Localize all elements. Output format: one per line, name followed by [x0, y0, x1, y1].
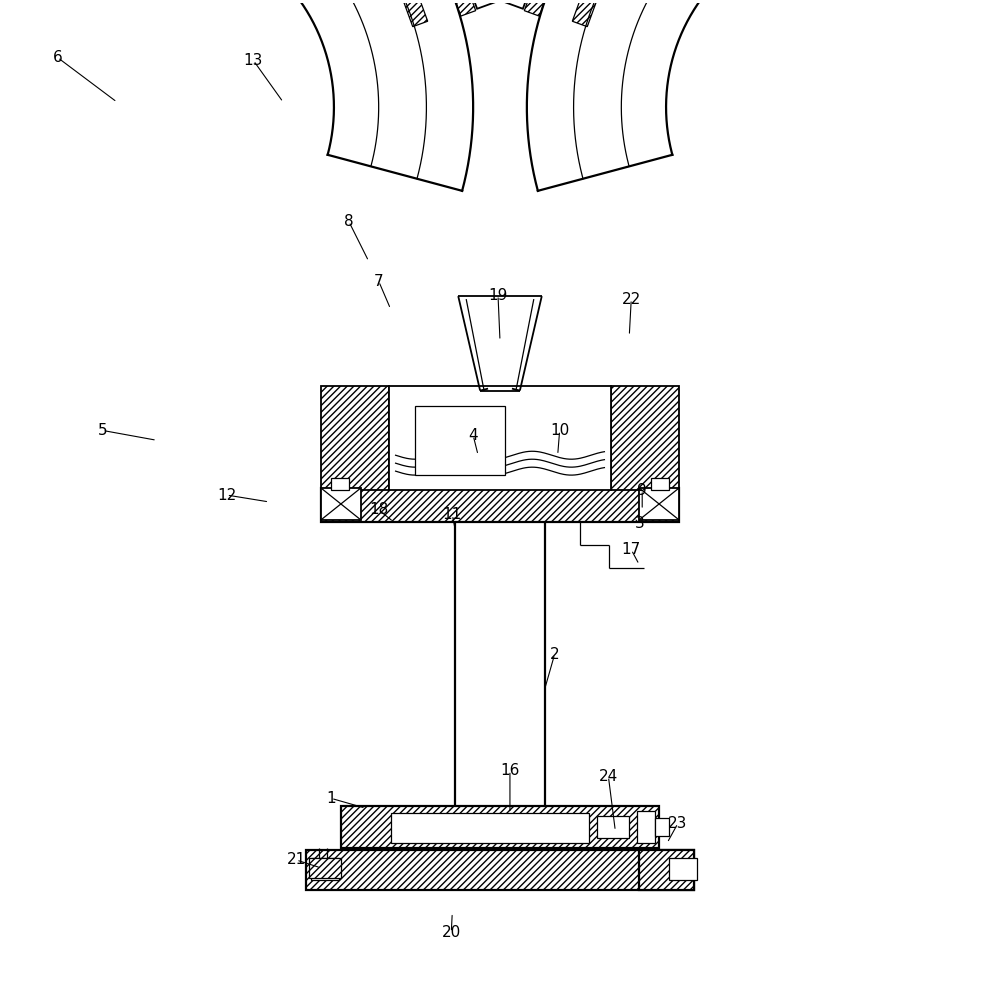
- Bar: [611, 386, 679, 490]
- Text: 16: 16: [500, 763, 520, 778]
- Bar: [391, 813, 589, 843]
- Polygon shape: [464, 0, 511, 9]
- Bar: [655, 818, 669, 836]
- Text: 5: 5: [97, 423, 107, 437]
- Bar: [389, 386, 611, 490]
- Text: 17: 17: [622, 543, 641, 558]
- Text: 8: 8: [344, 214, 354, 229]
- Text: 20: 20: [442, 926, 461, 940]
- Bar: [639, 850, 694, 890]
- Bar: [331, 478, 349, 490]
- Bar: [321, 386, 389, 490]
- Text: 11: 11: [443, 507, 462, 523]
- Text: 9: 9: [637, 482, 647, 498]
- Polygon shape: [489, 0, 536, 9]
- Text: 3: 3: [634, 517, 644, 532]
- Bar: [311, 858, 339, 880]
- Bar: [321, 488, 679, 522]
- Bar: [669, 858, 697, 880]
- Text: 4: 4: [468, 428, 478, 442]
- Text: 21: 21: [287, 852, 306, 867]
- Bar: [597, 816, 629, 838]
- Text: 13: 13: [244, 53, 263, 68]
- Bar: [341, 806, 659, 848]
- Text: 18: 18: [369, 502, 388, 518]
- Text: 12: 12: [217, 487, 236, 503]
- Bar: [415, 406, 505, 475]
- Bar: [306, 850, 694, 890]
- Text: 2: 2: [550, 647, 560, 662]
- Text: 24: 24: [599, 769, 618, 784]
- Text: 6: 6: [53, 50, 62, 64]
- Text: 23: 23: [668, 815, 688, 830]
- Text: 10: 10: [550, 423, 569, 437]
- Bar: [651, 478, 669, 490]
- Bar: [637, 811, 655, 843]
- Text: 7: 7: [374, 274, 383, 289]
- Text: 1: 1: [326, 791, 336, 806]
- Text: 19: 19: [488, 288, 508, 303]
- Text: 22: 22: [622, 292, 641, 307]
- Bar: [321, 488, 361, 520]
- Bar: [309, 858, 341, 878]
- Bar: [639, 488, 679, 520]
